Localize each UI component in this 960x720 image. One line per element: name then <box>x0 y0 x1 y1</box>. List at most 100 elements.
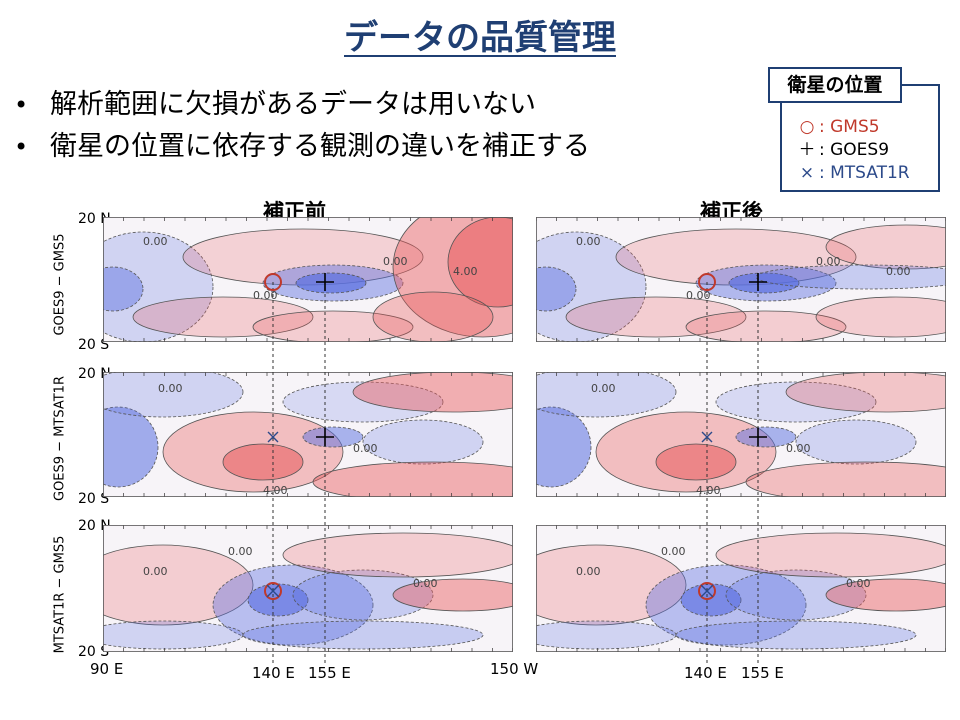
bullet-dot-icon: • <box>14 133 29 161</box>
contour-region <box>103 620 244 650</box>
contour-region <box>352 372 513 413</box>
contour-region <box>312 461 513 497</box>
legend-label-gms5: : GMS5 <box>819 117 880 137</box>
contour-value-label: 0.00 <box>661 545 686 558</box>
lon-label-140e-before: 140 E <box>252 664 295 682</box>
lat-label-north: 20 N <box>78 366 111 382</box>
panel-frame <box>103 372 513 497</box>
contour-region <box>222 443 304 481</box>
contour-region <box>565 296 747 338</box>
bullet-item-2: • 衛星の位置に依存する観測の違いを補正する <box>14 126 590 168</box>
lon-label-155e-before: 155 E <box>308 664 351 682</box>
contour-region <box>536 372 677 418</box>
bullet-list: • 解析範囲に欠損があるデータは用いない • 衛星の位置に依存する観測の違いを補正す… <box>14 84 590 168</box>
contour-value-label: 0.00 <box>576 565 601 578</box>
contour-region <box>795 419 917 465</box>
contour-region <box>103 266 144 312</box>
contour-value-label: 0.00 <box>816 255 841 268</box>
contour-value-label: 4.00 <box>263 484 288 497</box>
contour-region <box>536 266 577 312</box>
contour-region <box>536 620 677 650</box>
lat-label-south: 20 S <box>78 644 110 660</box>
contour-region <box>536 544 687 626</box>
contour-region <box>725 569 867 621</box>
legend-item-gms5: ○: GMS5 <box>795 116 910 139</box>
contour-panel-goes9-gms5-after: 0.00 0.00 0.00 0.00 <box>536 217 946 342</box>
contour-region <box>447 217 513 308</box>
lon-label-90e: 90 E <box>90 660 124 678</box>
contour-region <box>685 310 847 342</box>
contour-region <box>815 296 946 338</box>
slide-title: データの品質管理 <box>344 18 616 58</box>
contour-value-label: 0.00 <box>158 382 183 395</box>
contour-region <box>715 381 877 423</box>
row-label-goes9-gms5: GOES9 − GMS5 <box>52 233 68 336</box>
contour-panel-goes9-gms5-before: 0.00 0.00 0.00 4.00 <box>103 217 513 342</box>
legend-item-goes9: ＋: GOES9 <box>795 139 910 162</box>
lat-label-south: 20 S <box>78 491 110 507</box>
circle-icon: ○ <box>799 117 815 137</box>
contour-value-label: 0.00 <box>383 255 408 268</box>
panel-background <box>103 525 513 652</box>
contour-region <box>295 272 367 294</box>
contour-region <box>103 231 214 342</box>
panel-frame <box>536 372 946 497</box>
contour-panel-goes9-mtsat1r-after: 0.00 0.00 4.00 <box>536 372 946 497</box>
cross-icon: × <box>799 163 815 183</box>
contour-value-label: 0.00 <box>686 289 711 302</box>
contour-region <box>536 406 592 488</box>
contour-region <box>372 291 494 342</box>
contour-value-label: 0.00 <box>353 442 378 455</box>
row-label-mtsat1r-gms5: MTSAT1R − GMS5 <box>52 535 68 654</box>
lat-label-south: 20 S <box>78 337 110 353</box>
lon-label-155e-after: 155 E <box>741 664 784 682</box>
lat-label-north: 20 N <box>78 518 111 534</box>
contour-region <box>825 578 946 612</box>
contour-value-label: 0.00 <box>228 545 253 558</box>
contour-value-label: 0.00 <box>591 382 616 395</box>
contour-region <box>715 532 946 578</box>
contour-region <box>362 419 484 465</box>
contour-region <box>103 406 159 488</box>
contour-region <box>655 443 737 481</box>
bullet-item-1: • 解析範囲に欠損があるデータは用いない <box>14 84 590 126</box>
legend-item-mtsat1r: ×: MTSAT1R <box>795 162 910 185</box>
contour-region <box>785 372 946 413</box>
contour-value-label: 0.00 <box>886 265 911 278</box>
contour-value-label: 0.00 <box>143 235 168 248</box>
panel-frame <box>536 525 946 652</box>
legend-items: ○: GMS5 ＋: GOES9 ×: MTSAT1R <box>795 116 910 185</box>
contour-region <box>825 224 946 270</box>
contour-value-label: 0.00 <box>253 289 278 302</box>
contour-value-label: 0.00 <box>786 442 811 455</box>
contour-region <box>242 620 484 650</box>
contour-value-label: 0.00 <box>143 565 168 578</box>
panel-background <box>536 525 946 652</box>
contour-region <box>745 461 946 497</box>
panel-frame <box>103 217 513 342</box>
contour-region <box>392 578 513 612</box>
contour-region <box>282 381 444 423</box>
contour-region <box>103 544 254 626</box>
contour-value-label: 4.00 <box>453 265 478 278</box>
contour-panel-mtsat1r-gms5-before: 0.00 0.00 0.00 <box>103 525 513 652</box>
lon-label-140e-after: 140 E <box>684 664 727 682</box>
contour-region <box>675 620 917 650</box>
contour-value-label: 0.00 <box>413 577 438 590</box>
contour-region <box>103 372 244 418</box>
contour-panel-goes9-mtsat1r-before: 0.00 0.00 4.00 <box>103 372 513 497</box>
panel-frame <box>536 217 946 342</box>
contour-value-label: 4.00 <box>696 484 721 497</box>
contour-panel-mtsat1r-gms5-after: 0.00 0.00 0.00 <box>536 525 946 652</box>
panel-frame <box>103 525 513 652</box>
lon-label-150w: 150 W <box>490 660 539 678</box>
bullet-text-2: 衛星の位置に依存する観測の違いを補正する <box>50 131 590 162</box>
contour-value-label: 0.00 <box>576 235 601 248</box>
row-label-goes9-mtsat1r: GOES9 − MTSAT1R <box>52 376 68 501</box>
contour-value-label: 0.00 <box>846 577 871 590</box>
legend-title: 衛星の位置 <box>768 67 902 103</box>
slide-title-wrap: データの品質管理 <box>0 10 960 59</box>
bullet-dot-icon: • <box>14 91 29 119</box>
lat-label-north: 20 N <box>78 211 111 227</box>
contour-region <box>132 296 314 338</box>
